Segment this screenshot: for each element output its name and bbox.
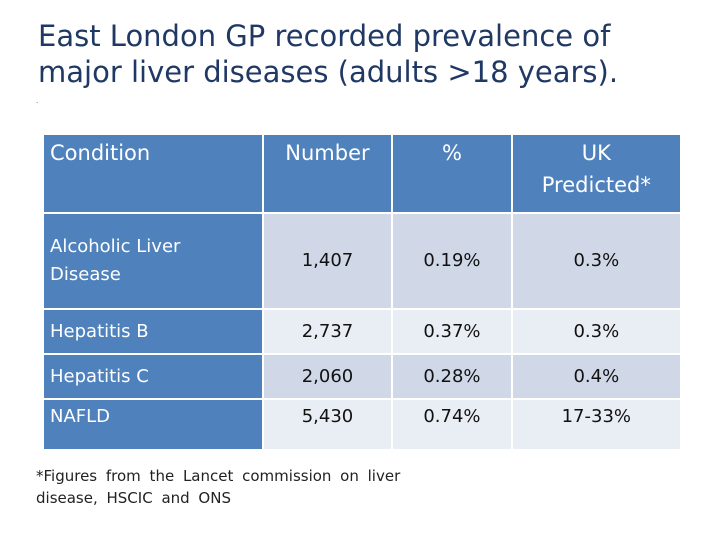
table-row: Hepatitis C 2,060 0.28% 0.4% [44, 355, 680, 398]
slide-title: East London GP recorded prevalence of ma… [38, 19, 619, 89]
row-percent: 0.37% [393, 310, 511, 353]
row-number: 1,407 [263, 214, 392, 308]
row-condition: Hepatitis B [44, 310, 262, 353]
header-percent: % [393, 135, 511, 212]
row-number: 2,060 [263, 355, 392, 398]
header-number: Number [263, 135, 392, 212]
slide-marker: . [36, 96, 39, 105]
table-header-row: Condition Number % UK Predicted* [44, 135, 680, 212]
row-uk-predicted: 17-33% [512, 400, 680, 449]
row-number: 5,430 [263, 400, 392, 449]
row-uk-predicted: 0.4% [512, 355, 680, 398]
row-percent: 0.74% [393, 400, 511, 449]
header-uk-line2: Predicted* [541, 173, 651, 197]
table-row: NAFLD 5,430 0.74% 17-33% [44, 400, 680, 449]
table-row: Hepatitis B 2,737 0.37% 0.3% [44, 310, 680, 353]
header-condition: Condition [44, 135, 262, 212]
header-uk-predicted: UK Predicted* [512, 135, 680, 212]
prevalence-table: Condition Number % UK Predicted* Alcohol… [42, 133, 682, 451]
row-uk-predicted: 0.3% [512, 310, 680, 353]
row-condition: Hepatitis C [44, 355, 262, 398]
row-percent: 0.19% [393, 214, 511, 308]
table-row: Alcoholic Liver Disease 1,407 0.19% 0.3% [44, 214, 680, 308]
row-uk-predicted: 0.3% [512, 214, 680, 308]
header-uk-line1: UK [581, 141, 611, 165]
row-percent: 0.28% [393, 355, 511, 398]
row-condition: NAFLD [44, 400, 262, 449]
footnote: *Figures from the Lancet commission on l… [36, 467, 401, 507]
row-number: 2,737 [263, 310, 392, 353]
row-condition: Alcoholic Liver Disease [44, 214, 262, 308]
